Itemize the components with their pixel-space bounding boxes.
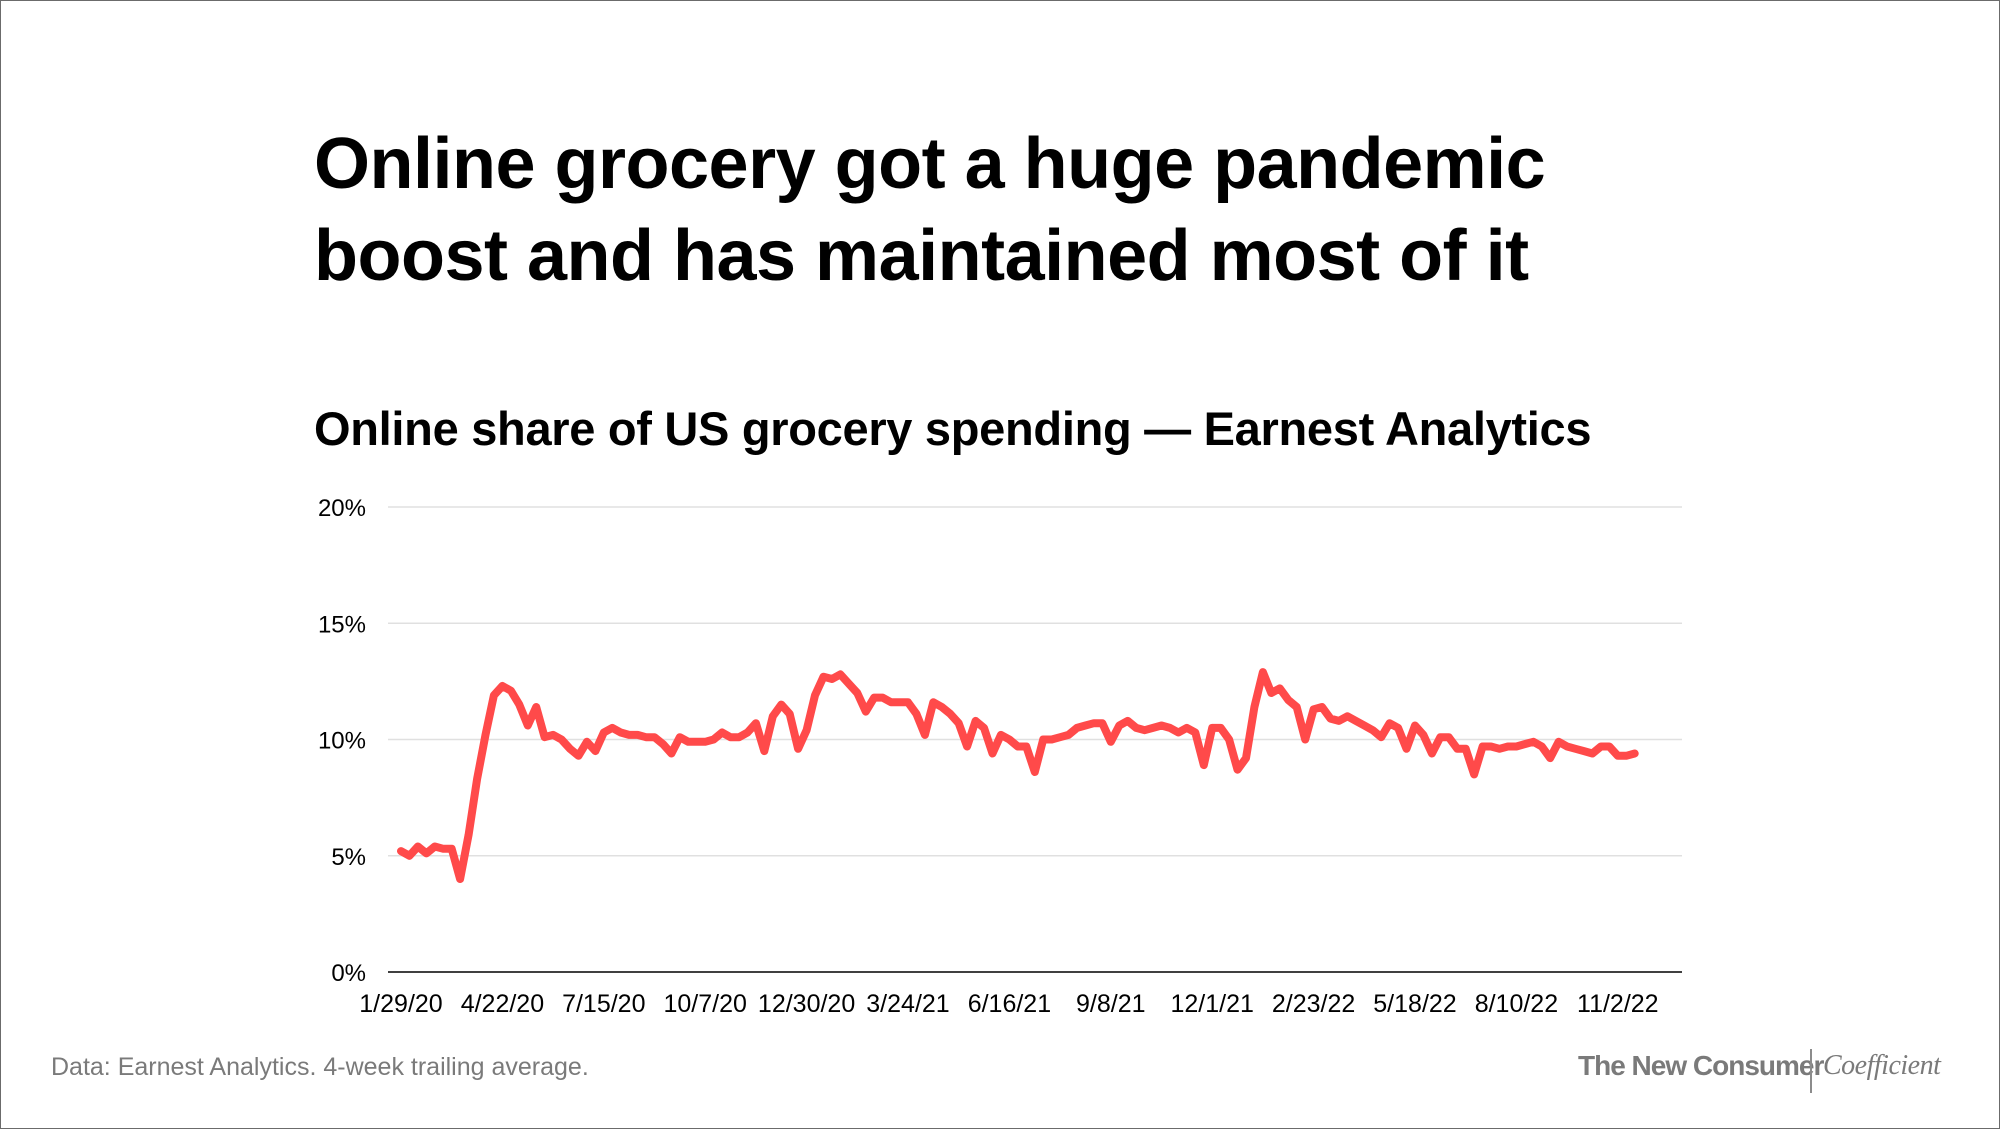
x-tick-label: 12/30/20 <box>758 990 855 1018</box>
y-tick-label: 5% <box>331 844 366 871</box>
y-axis-ticks: 0% 5% 10% 15% 20% <box>318 495 366 987</box>
grid-lines <box>388 506 1682 857</box>
x-tick-label: 10/7/20 <box>663 990 746 1018</box>
series-layer <box>397 668 1639 883</box>
source-note: Data: Earnest Analytics. 4-week trailing… <box>51 1053 589 1081</box>
x-axis-ticks: 1/29/20 4/22/20 7/15/20 10/7/20 12/30/20 3/24… <box>359 990 1658 1018</box>
x-tick-label: 2/23/22 <box>1272 990 1355 1018</box>
x-tick-label: 7/15/20 <box>562 990 645 1018</box>
y-tick-label: 10% <box>318 728 366 755</box>
headline-line-1: Online grocery got a huge pandemic <box>314 124 1546 204</box>
y-tick-label: 0% <box>331 960 366 987</box>
headline-line-2: boost and has maintained most of it <box>314 216 1529 296</box>
x-tick-label: 8/10/22 <box>1475 990 1558 1018</box>
y-tick-label: 15% <box>318 611 366 638</box>
x-tick-label: 12/1/21 <box>1170 990 1253 1018</box>
brand-divider <box>1810 1049 1812 1093</box>
x-tick-label: 11/2/22 <box>1577 990 1659 1018</box>
x-tick-label: 9/8/21 <box>1076 990 1146 1018</box>
chart-title: Online share of US grocery spending — Ea… <box>314 402 1592 455</box>
headline: Online grocery got a huge pandemic boost… <box>314 118 1814 302</box>
series-line <box>397 668 1639 883</box>
x-tick-label: 4/22/20 <box>461 990 544 1018</box>
brand-logo-new-consumer: The New Consumer <box>1578 1050 1824 1081</box>
x-tick-label: 3/24/21 <box>866 990 949 1018</box>
y-tick-label: 20% <box>318 495 366 522</box>
brand-logo-coefficient: Coefficient <box>1823 1050 1941 1081</box>
x-tick-label: 6/16/21 <box>968 990 1051 1018</box>
x-tick-label: 1/29/20 <box>359 990 442 1018</box>
x-tick-label: 5/18/22 <box>1373 990 1456 1018</box>
